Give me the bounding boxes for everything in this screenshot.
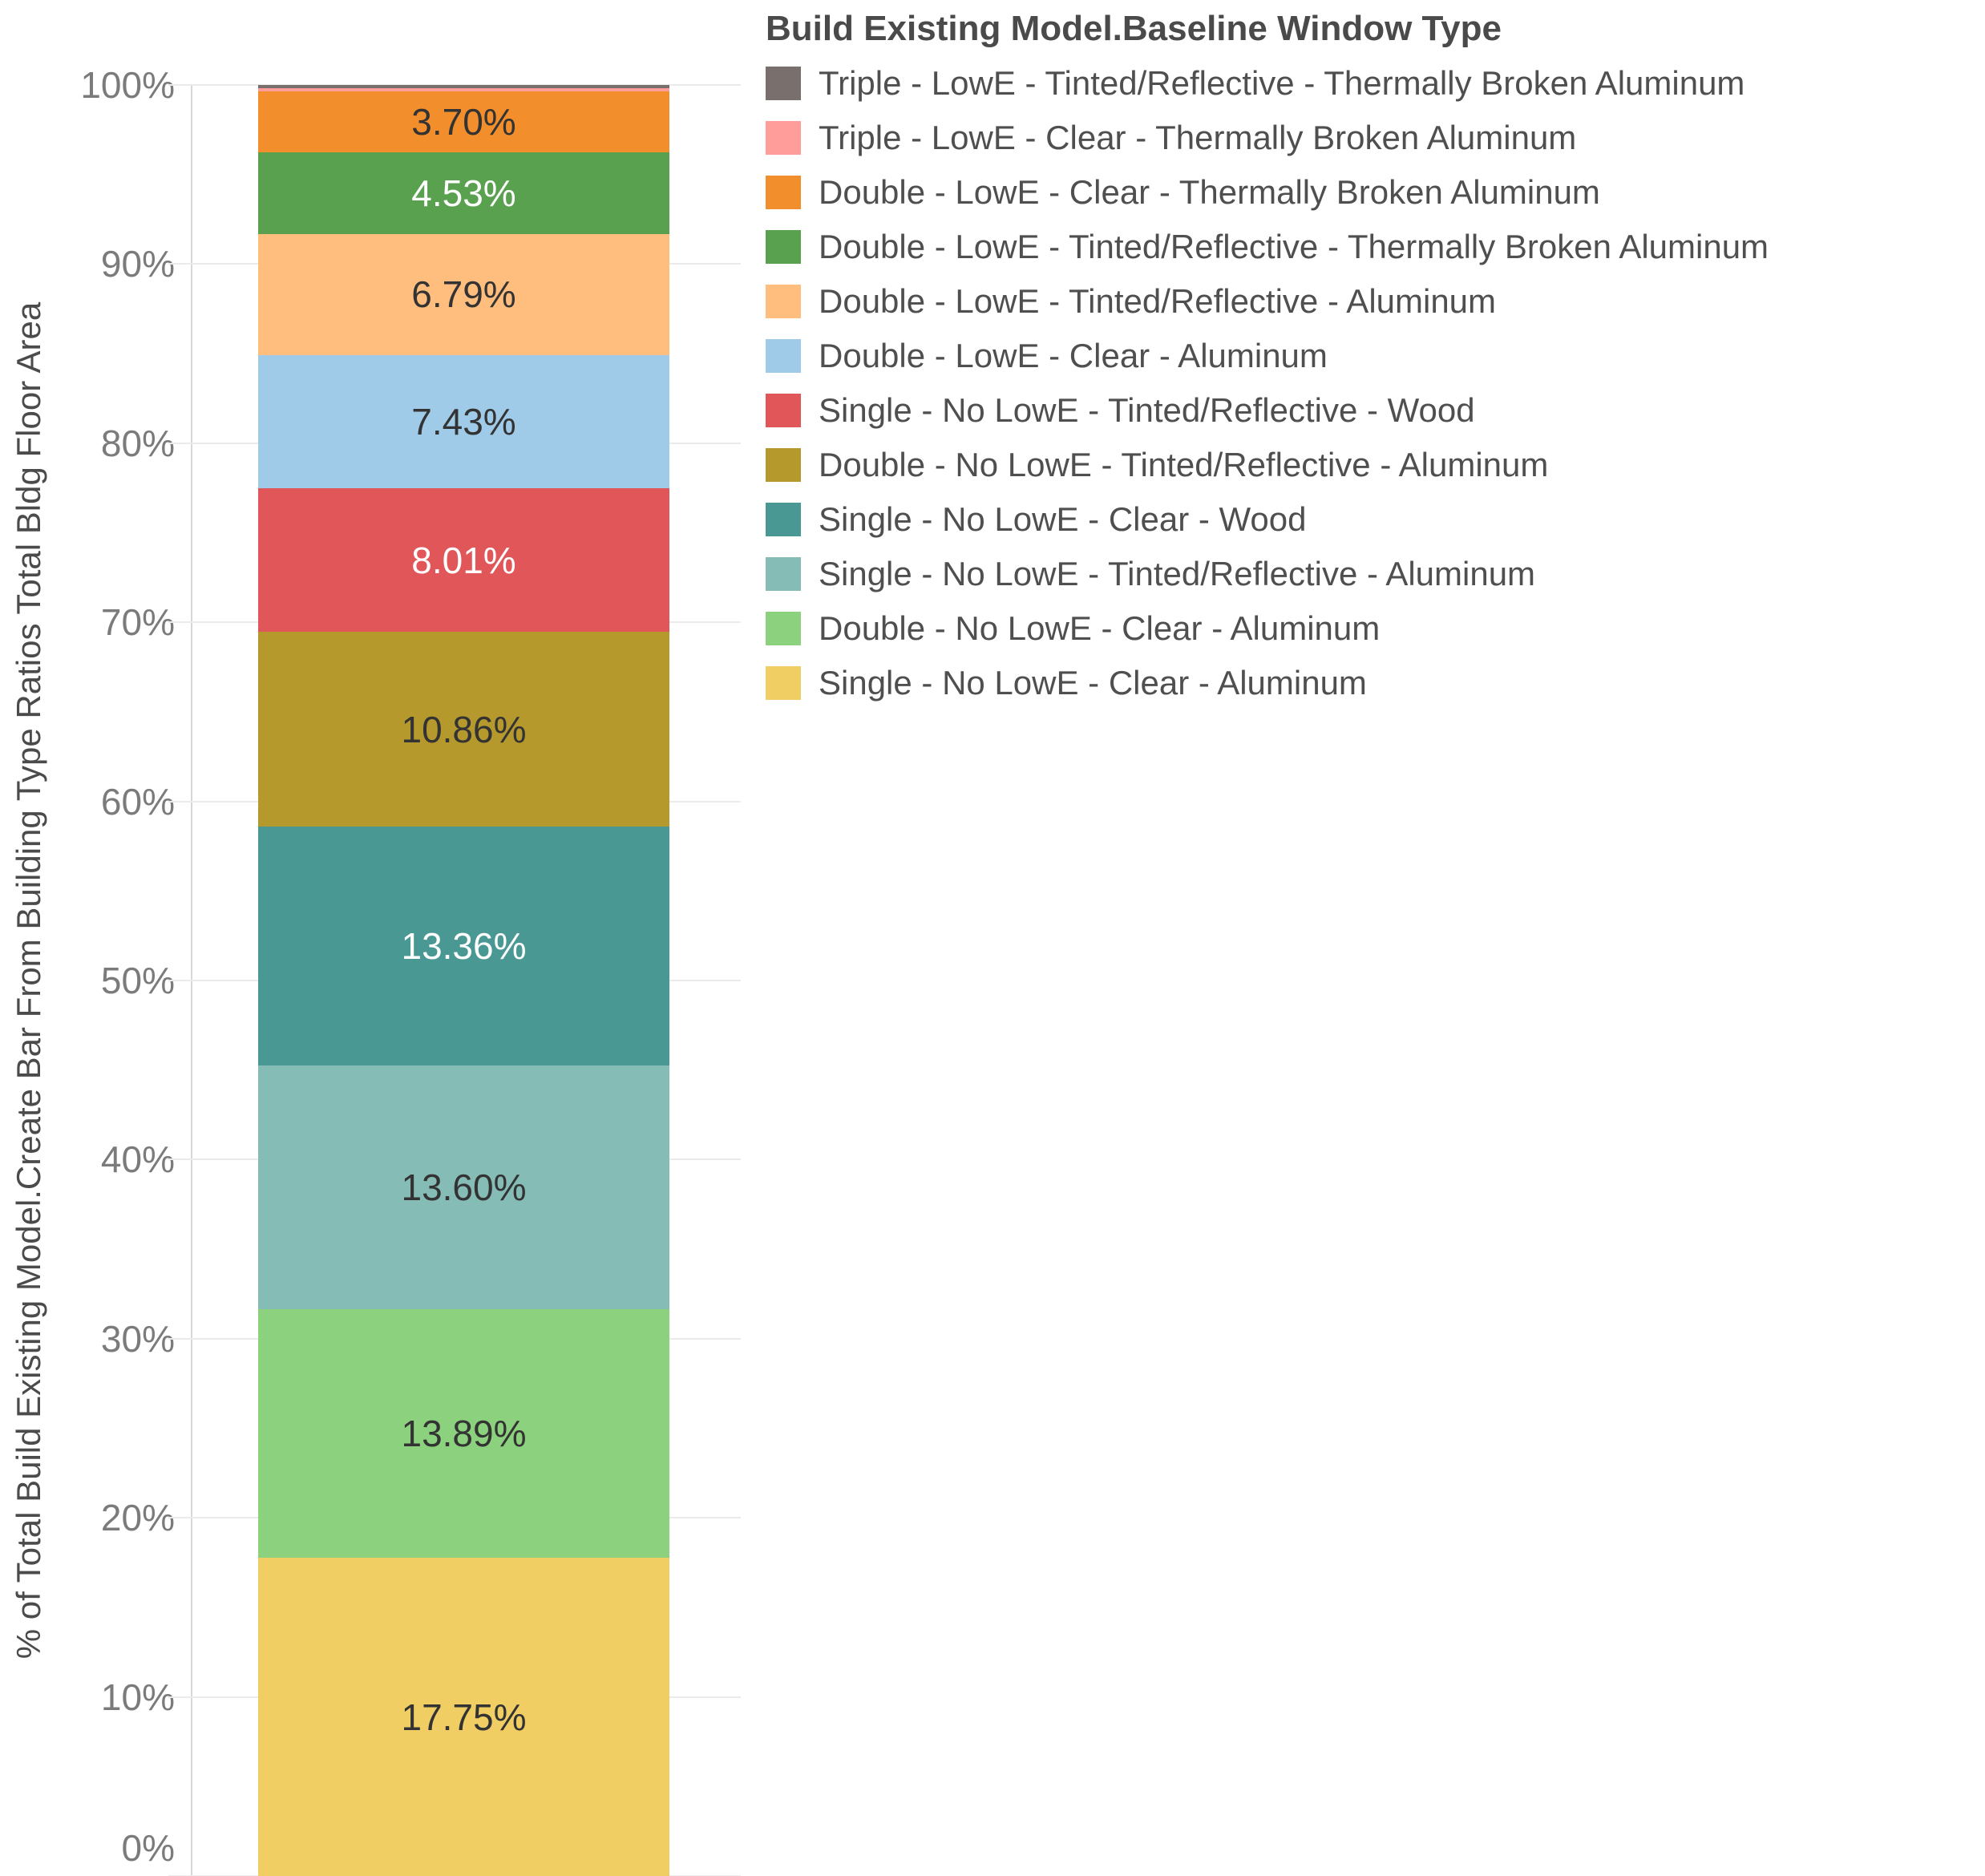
bar-segment[interactable]: [258, 88, 669, 91]
bar-segment[interactable]: [258, 91, 669, 153]
legend-swatch-icon: [766, 230, 801, 264]
legend-item[interactable]: Triple - LowE - Tinted/Reflective - Ther…: [766, 56, 1980, 111]
legend-item[interactable]: Double - No LowE - Tinted/Reflective - A…: [766, 438, 1980, 492]
legend-item-label: Double - No LowE - Clear - Aluminum: [819, 609, 1381, 647]
legend-item[interactable]: Double - LowE - Tinted/Reflective - Alum…: [766, 274, 1980, 329]
chart-pane: 3.70% 4.53% 6.79% 7.43% 8.01% 10.86% 13.36% 13.…: [168, 84, 741, 1876]
bar-segment-label: 4.53%: [411, 172, 516, 215]
bar-segment-label: 17.75%: [401, 1696, 527, 1738]
y-tick-label: 70%: [100, 601, 175, 644]
y-tick-label: 60%: [100, 780, 175, 823]
y-tick-label: 20%: [100, 1497, 175, 1539]
legend-item[interactable]: Single - No LowE - Clear - Wood: [766, 492, 1980, 547]
legend-swatch-icon: [766, 666, 801, 700]
legend-swatch-icon: [766, 339, 801, 373]
legend-item-label: Double - LowE - Clear - Thermally Broken…: [819, 173, 1600, 211]
legend-swatch-icon: [766, 285, 801, 318]
legend-item-label: Double - LowE - Tinted/Reflective - Alum…: [819, 282, 1497, 320]
legend-swatch-icon: [766, 503, 801, 536]
y-tick-label: 40%: [100, 1138, 175, 1181]
legend-swatch-icon: [766, 612, 801, 645]
legend-item[interactable]: Triple - LowE - Clear - Thermally Broken…: [766, 111, 1980, 165]
legend-item-label: Triple - LowE - Clear - Thermally Broken…: [819, 119, 1577, 156]
bar-segment-label: 7.43%: [411, 401, 516, 443]
legend-item[interactable]: Double - LowE - Tinted/Reflective - Ther…: [766, 220, 1980, 274]
bar-segment[interactable]: [258, 1558, 669, 1876]
legend-swatch-icon: [766, 448, 801, 482]
legend-item-label: Double - No LowE - Tinted/Reflective - A…: [819, 446, 1549, 483]
legend-item[interactable]: Single - No LowE - Tinted/Reflective - A…: [766, 547, 1980, 601]
legend-swatch-icon: [766, 557, 801, 591]
legend-item[interactable]: Single - No LowE - Tinted/Reflective - W…: [766, 383, 1980, 438]
legend-title: Build Existing Model.Baseline Window Typ…: [766, 9, 1502, 48]
legend-item-label: Triple - LowE - Tinted/Reflective - Ther…: [819, 64, 1745, 102]
legend-item-label: Double - LowE - Tinted/Reflective - Ther…: [819, 228, 1769, 265]
legend-item-label: Single - No LowE - Clear - Wood: [819, 500, 1307, 538]
legend-swatch-icon: [766, 121, 801, 155]
bar-segment[interactable]: [258, 1309, 669, 1559]
legend-swatch-icon: [766, 67, 801, 100]
bar-segment[interactable]: [258, 85, 669, 88]
legend-items: Triple - LowE - Tinted/Reflective - Ther…: [766, 56, 1980, 710]
y-tick-label: 100%: [80, 64, 175, 106]
bar-segment[interactable]: [258, 355, 669, 489]
legend-item[interactable]: Double - LowE - Clear - Thermally Broken…: [766, 165, 1980, 220]
bar-segment[interactable]: [258, 632, 669, 827]
bar-segment[interactable]: [258, 152, 669, 234]
bar-segment-label: 13.60%: [401, 1166, 527, 1209]
y-tick-label: 50%: [100, 960, 175, 1001]
legend-item[interactable]: Double - No LowE - Clear - Aluminum: [766, 601, 1980, 656]
legend-swatch-icon: [766, 394, 801, 427]
bar-segment-label: 8.01%: [411, 539, 516, 581]
y-tick-label: 30%: [100, 1317, 175, 1360]
legend: Build Existing Model.Baseline Window Typ…: [766, 8, 1980, 710]
bar-segment-label: 13.89%: [401, 1413, 527, 1455]
bar-segment[interactable]: [258, 1065, 669, 1310]
y-tick-label: 10%: [100, 1676, 175, 1718]
y-tick-label: 0%: [121, 1827, 175, 1869]
bar-segment-label: 13.36%: [401, 925, 527, 968]
legend-item-label: Single - No LowE - Tinted/Reflective - W…: [819, 391, 1475, 429]
legend-item[interactable]: Double - LowE - Clear - Aluminum: [766, 329, 1980, 383]
bar-segment[interactable]: [258, 488, 669, 633]
bar-segment[interactable]: [258, 826, 669, 1066]
bar-segment[interactable]: [258, 233, 669, 356]
legend-item-label: Single - No LowE - Tinted/Reflective - A…: [819, 555, 1536, 592]
y-tick-label: 80%: [100, 422, 175, 464]
legend-swatch-icon: [766, 176, 801, 209]
bar-segment-label: 3.70%: [411, 101, 516, 144]
legend-item-label: Single - No LowE - Clear - Aluminum: [819, 664, 1367, 701]
legend-item-label: Double - LowE - Clear - Aluminum: [819, 337, 1328, 374]
legend-item[interactable]: Single - No LowE - Clear - Aluminum: [766, 656, 1980, 710]
bar-segment-label: 10.86%: [401, 708, 527, 750]
bar-segment-label: 6.79%: [411, 273, 516, 316]
y-tick-label: 90%: [100, 243, 175, 285]
